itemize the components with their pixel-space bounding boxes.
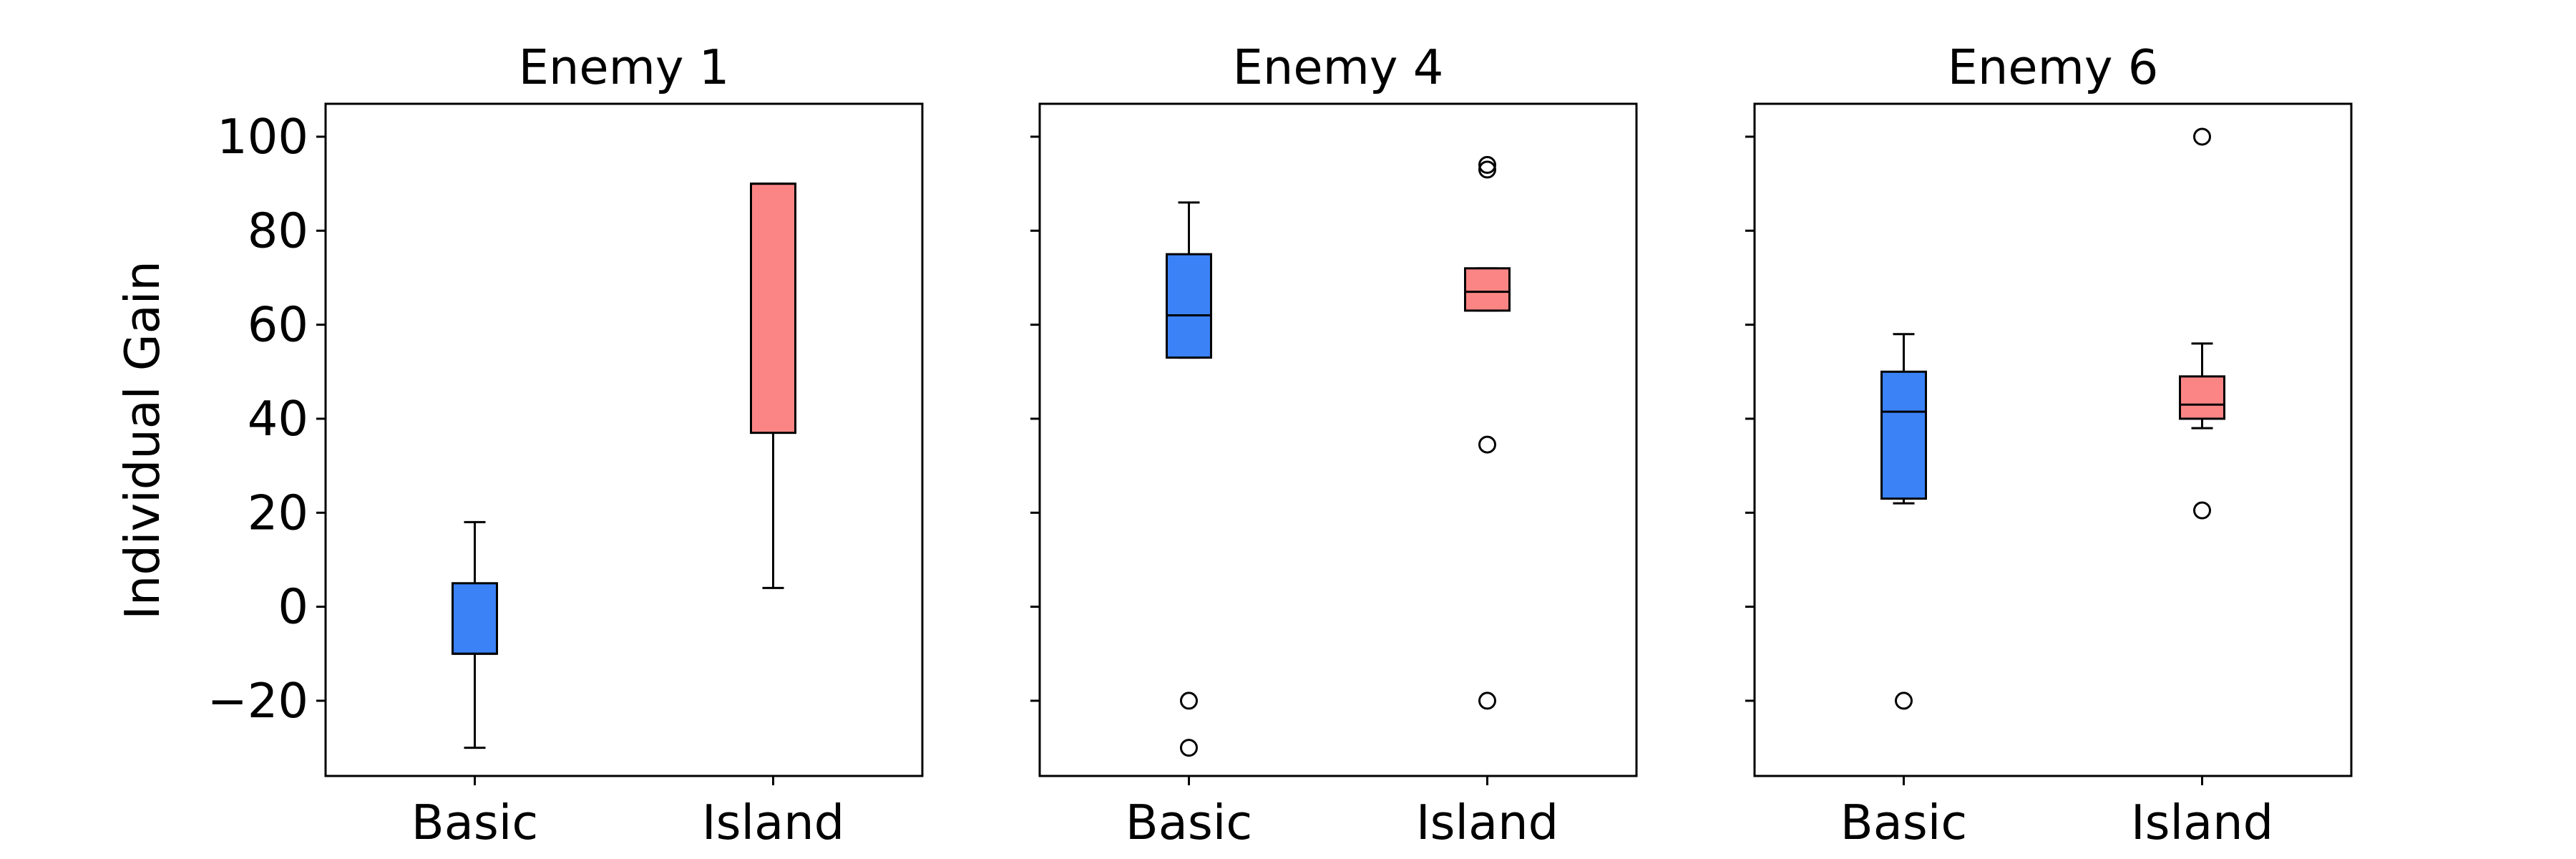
iqr-box <box>1880 370 1927 500</box>
y-tick-label: 80 <box>248 203 308 258</box>
x-tick-label: Basic <box>1126 795 1252 850</box>
y-tick-label: −20 <box>208 673 308 729</box>
box-island <box>2179 127 2225 520</box>
x-tick-label: Island <box>2131 795 2273 850</box>
y-tick-label: 100 <box>217 109 308 165</box>
panel-frame <box>1753 102 2353 777</box>
outlier-point <box>2193 127 2211 146</box>
panel-title: Enemy 1 <box>519 39 730 95</box>
outlier-point <box>2193 501 2211 520</box>
x-tick-label: Basic <box>1840 795 1967 850</box>
iqr-box <box>750 183 796 435</box>
iqr-box <box>1464 267 1511 312</box>
iqr-box <box>452 582 498 655</box>
y-tick-label: 40 <box>248 391 308 447</box>
outlier-point <box>1180 691 1198 710</box>
x-tick-label: Island <box>702 795 844 850</box>
y-tick-label: 0 <box>278 579 308 635</box>
panel-2: Enemy 4 Basic Island <box>1030 39 1638 850</box>
box-basic <box>452 520 498 749</box>
y-tick-label: 20 <box>248 485 308 540</box>
iqr-box <box>1166 253 1212 359</box>
outlier-point <box>1478 435 1496 454</box>
x-tick-label: Basic <box>411 795 538 850</box>
box-island <box>1464 155 1511 710</box>
panel-title: Enemy 6 <box>1948 39 2159 95</box>
y-tick-label: 60 <box>248 297 308 353</box>
outlier-point <box>1478 691 1496 710</box>
box-island <box>750 183 796 589</box>
panel-frame <box>1038 102 1638 777</box>
panel-1: Enemy 1 −20 0 20 40 60 80 100 Basic Island <box>208 39 924 850</box>
panel-title: Enemy 4 <box>1233 39 1444 95</box>
iqr-box <box>2179 375 2225 420</box>
box-basic <box>1166 201 1212 757</box>
y-axis-label: Individual Gain <box>114 261 170 620</box>
outlier-point <box>1478 160 1496 179</box>
panel-3: Enemy 6 Basic Island <box>1745 39 2353 850</box>
panel-frame <box>324 102 924 777</box>
x-tick-label: Island <box>1416 795 1558 850</box>
outlier-point <box>1895 691 1913 710</box>
outlier-point <box>1478 155 1496 174</box>
outlier-point <box>1180 739 1198 757</box>
box-basic <box>1880 333 1927 710</box>
